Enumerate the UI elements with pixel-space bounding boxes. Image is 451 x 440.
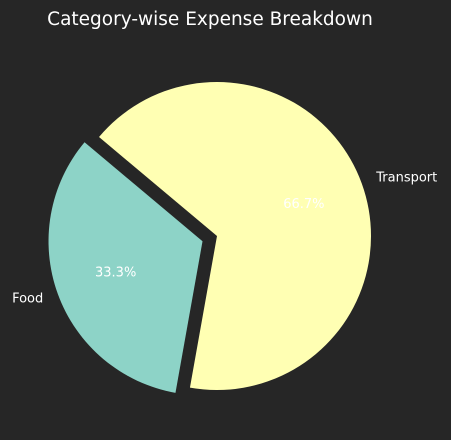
pie-slice-food [48,142,203,393]
slice-label-transport: Transport [375,171,437,186]
chart-title: Category-wise Expense Breakdown [47,9,373,30]
pie-slices [48,82,371,393]
slice-label-food: Food [12,292,43,307]
slice-percent-transport: 66.7% [283,197,324,212]
pie-slice-transport [99,82,371,390]
slice-percent-food: 33.3% [95,265,136,280]
pie-labels: Food 33.3% Transport 66.7% [12,171,437,307]
